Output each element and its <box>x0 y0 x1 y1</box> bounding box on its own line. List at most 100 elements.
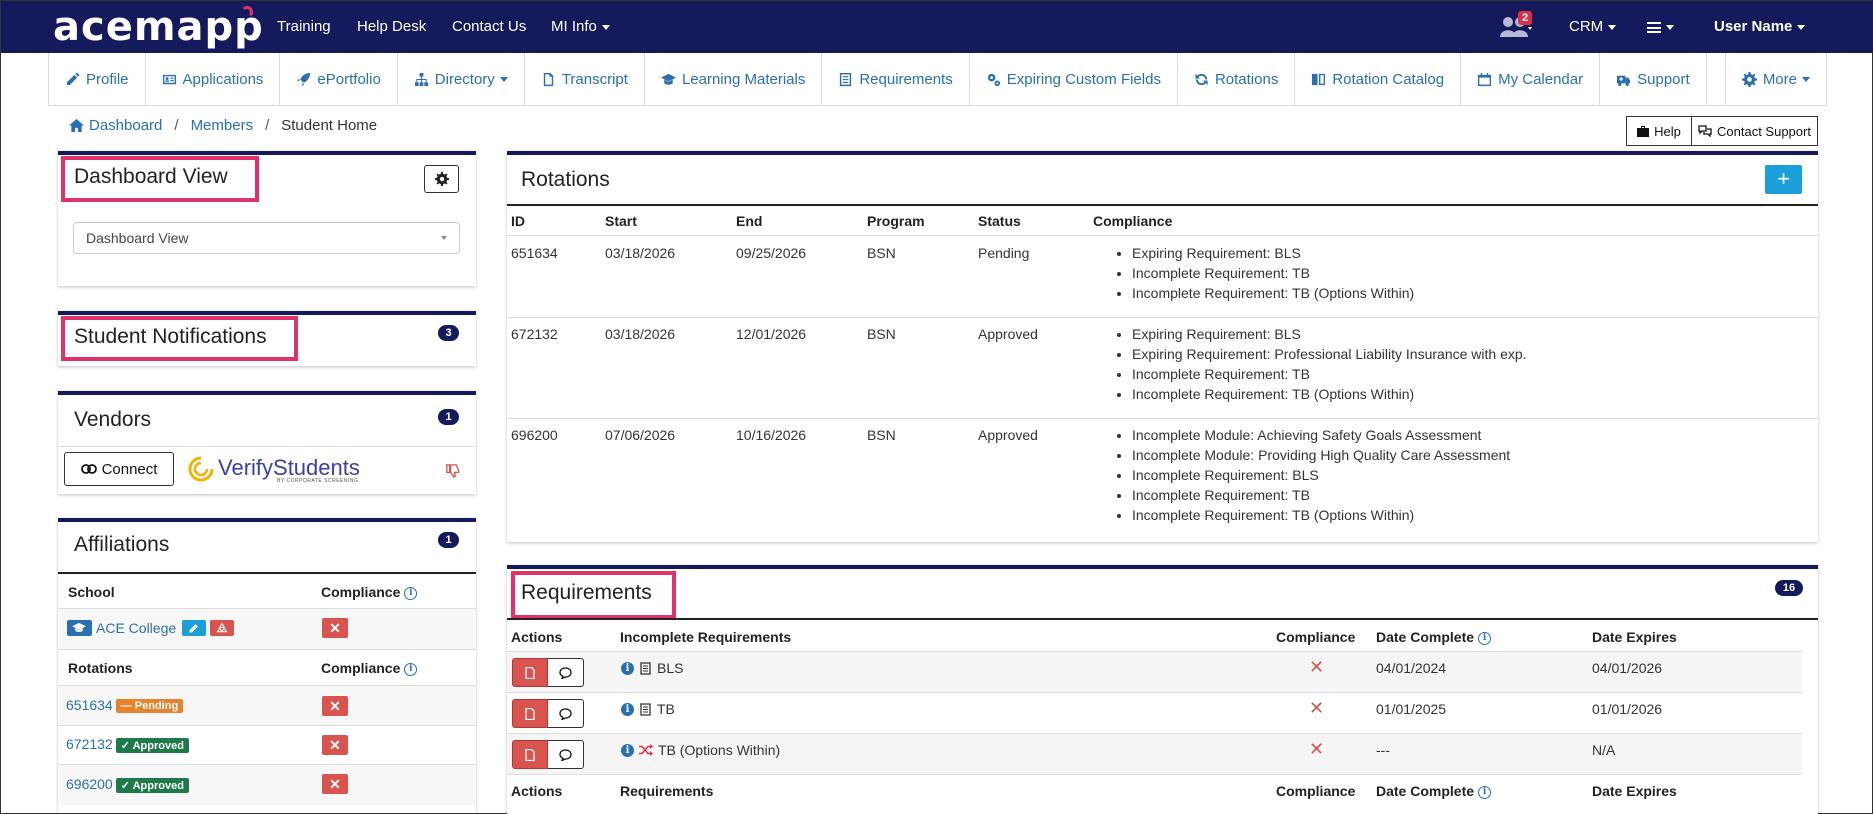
subnav-support[interactable]: Support <box>1600 53 1707 105</box>
info-icon[interactable]: i <box>1478 785 1492 799</box>
student-notifications-card[interactable] <box>58 311 476 366</box>
dashboard-view-select-value: Dashboard View <box>86 230 189 246</box>
hamburger-menu[interactable] <box>1647 18 1674 35</box>
upload-document-button[interactable] <box>512 740 548 769</box>
vendor-tagline: BY CORPORATE SCREENING <box>277 478 359 484</box>
rotation-program: BSN <box>867 326 896 342</box>
rotation-end: 09/25/2026 <box>736 245 807 261</box>
chevron-down-icon <box>1608 24 1617 30</box>
col-incomplete-requirements: Incomplete Requirements <box>620 629 792 645</box>
shuffle-icon <box>639 744 653 756</box>
help-button[interactable]: Help <box>1626 116 1692 146</box>
date-complete: 01/01/2025 <box>1376 701 1447 717</box>
affiliation-rotation-cell: 696200 ✓ Approved <box>66 776 189 793</box>
file-icon <box>525 748 535 761</box>
requirement-name[interactable]: BLS <box>657 660 684 676</box>
breadcrumb-members[interactable]: Members <box>190 117 254 134</box>
subnav-directory[interactable]: Directory <box>398 53 525 105</box>
requirement-name-cell: i TB (Options Within) <box>621 742 780 758</box>
rotation-link[interactable]: 672132 <box>66 736 113 752</box>
info-icon[interactable]: i <box>404 586 418 600</box>
divider <box>58 685 476 686</box>
briefcase-icon <box>1637 125 1650 137</box>
subnav-eportfolio[interactable]: ePortfolio <box>280 53 398 105</box>
subnav-more-dropdown[interactable]: More <box>1726 53 1826 105</box>
rotations-title: Rotations <box>521 168 610 191</box>
info-icon[interactable]: i <box>621 702 634 716</box>
info-icon[interactable]: i <box>621 661 634 675</box>
requirement-name-cell: i BLS <box>621 660 683 676</box>
user-menu[interactable]: User Name <box>1714 18 1806 35</box>
info-icon[interactable]: i <box>1478 631 1492 645</box>
nav-mi-info-dropdown[interactable]: MI Info <box>551 18 610 35</box>
sitemap-icon <box>414 72 428 86</box>
breadcrumb-dashboard[interactable]: Dashboard <box>89 117 163 134</box>
edit-pencil-icon[interactable] <box>182 620 207 636</box>
comment-button[interactable] <box>548 658 584 687</box>
rotation-compliance-x: ✕ <box>322 696 348 716</box>
subnav-support-label: Support <box>1637 70 1690 88</box>
rotation-end: 12/01/2026 <box>736 326 807 342</box>
pencil-icon <box>66 71 80 85</box>
notifications-count-badge: 3 <box>438 325 459 341</box>
rotations-card <box>507 151 1818 542</box>
notification-badge: 2 <box>1518 11 1533 25</box>
subnav-expiring-custom-fields[interactable]: Expiring Custom Fields <box>970 53 1178 105</box>
subnav-rotations[interactable]: Rotations <box>1178 53 1296 105</box>
book-icon <box>640 702 651 716</box>
divider <box>507 204 1818 206</box>
subnav-applications[interactable]: Applications <box>146 53 281 105</box>
subnav-profile[interactable]: Profile <box>49 53 146 105</box>
subnav-learning-materials-label: Learning Materials <box>681 70 806 88</box>
add-rotation-button[interactable]: + <box>1765 165 1802 194</box>
list-icon <box>840 72 852 86</box>
school-link[interactable]: ACE College <box>96 620 177 636</box>
rotation-status: Pending <box>978 245 1030 261</box>
link-icon <box>80 464 97 474</box>
thumbs-down-icon[interactable] <box>445 463 460 478</box>
connect-button[interactable]: Connect <box>64 452 174 486</box>
col-compliance: Compliance <box>1276 783 1356 799</box>
affiliations-count-badge: 1 <box>438 532 459 548</box>
subnav-eportfolio-label: ePortfolio <box>317 70 381 88</box>
hamburger-icon <box>1647 21 1661 33</box>
requirement-name[interactable]: TB <box>657 701 675 717</box>
subnav-rotation-catalog[interactable]: Rotation Catalog <box>1295 53 1462 105</box>
acemapp-logo[interactable]: acemapp <box>53 4 264 50</box>
crm-label: CRM <box>1569 18 1604 35</box>
contact-support-button[interactable]: Contact Support <box>1691 116 1818 146</box>
dashboard-settings-button[interactable] <box>424 165 459 193</box>
rotation-link[interactable]: 696200 <box>66 776 113 792</box>
divider <box>507 618 1818 620</box>
info-icon[interactable]: i <box>404 662 418 676</box>
nav-help-desk[interactable]: Help Desk <box>357 18 427 35</box>
nav-contact-us[interactable]: Contact Us <box>452 18 527 35</box>
compliance-item: Incomplete Module: Providing High Qualit… <box>1132 445 1510 465</box>
nav-training[interactable]: Training <box>277 18 331 35</box>
rotation-compliance-x: ✕ <box>322 774 348 794</box>
subnav-transcript[interactable]: Transcript <box>525 53 645 105</box>
comment-button[interactable] <box>548 740 584 769</box>
subnav-my-calendar[interactable]: My Calendar <box>1461 53 1601 105</box>
dashboard-view-select[interactable]: Dashboard View <box>73 222 460 254</box>
chevron-down-icon <box>499 76 508 82</box>
col-date-complete: Date Complete i <box>1376 629 1492 645</box>
info-icon[interactable]: i <box>621 743 634 757</box>
rotation-start: 07/06/2026 <box>605 427 676 443</box>
nav-mi-info-label: MI Info <box>551 18 597 35</box>
compliance-item: Expiring Requirement: BLS <box>1132 324 1527 344</box>
subnav-requirements[interactable]: Requirements <box>822 53 970 105</box>
comment-button[interactable] <box>548 699 584 728</box>
subnav-learning-materials[interactable]: Learning Materials <box>645 53 823 105</box>
compliance-item: Incomplete Requirement: TB <box>1132 263 1414 283</box>
col-id: ID <box>511 213 525 229</box>
upload-document-button[interactable] <box>512 699 548 728</box>
requirement-name[interactable]: TB (Options Within) <box>658 742 781 758</box>
crm-dropdown[interactable]: CRM <box>1569 18 1617 35</box>
rotation-link[interactable]: 651634 <box>66 697 113 713</box>
chevron-down-icon <box>1797 24 1806 30</box>
rotation-status: Approved <box>978 427 1038 443</box>
recycle-icon[interactable] <box>210 620 235 636</box>
upload-document-button[interactable] <box>512 658 548 687</box>
col-actions: Actions <box>511 629 563 645</box>
